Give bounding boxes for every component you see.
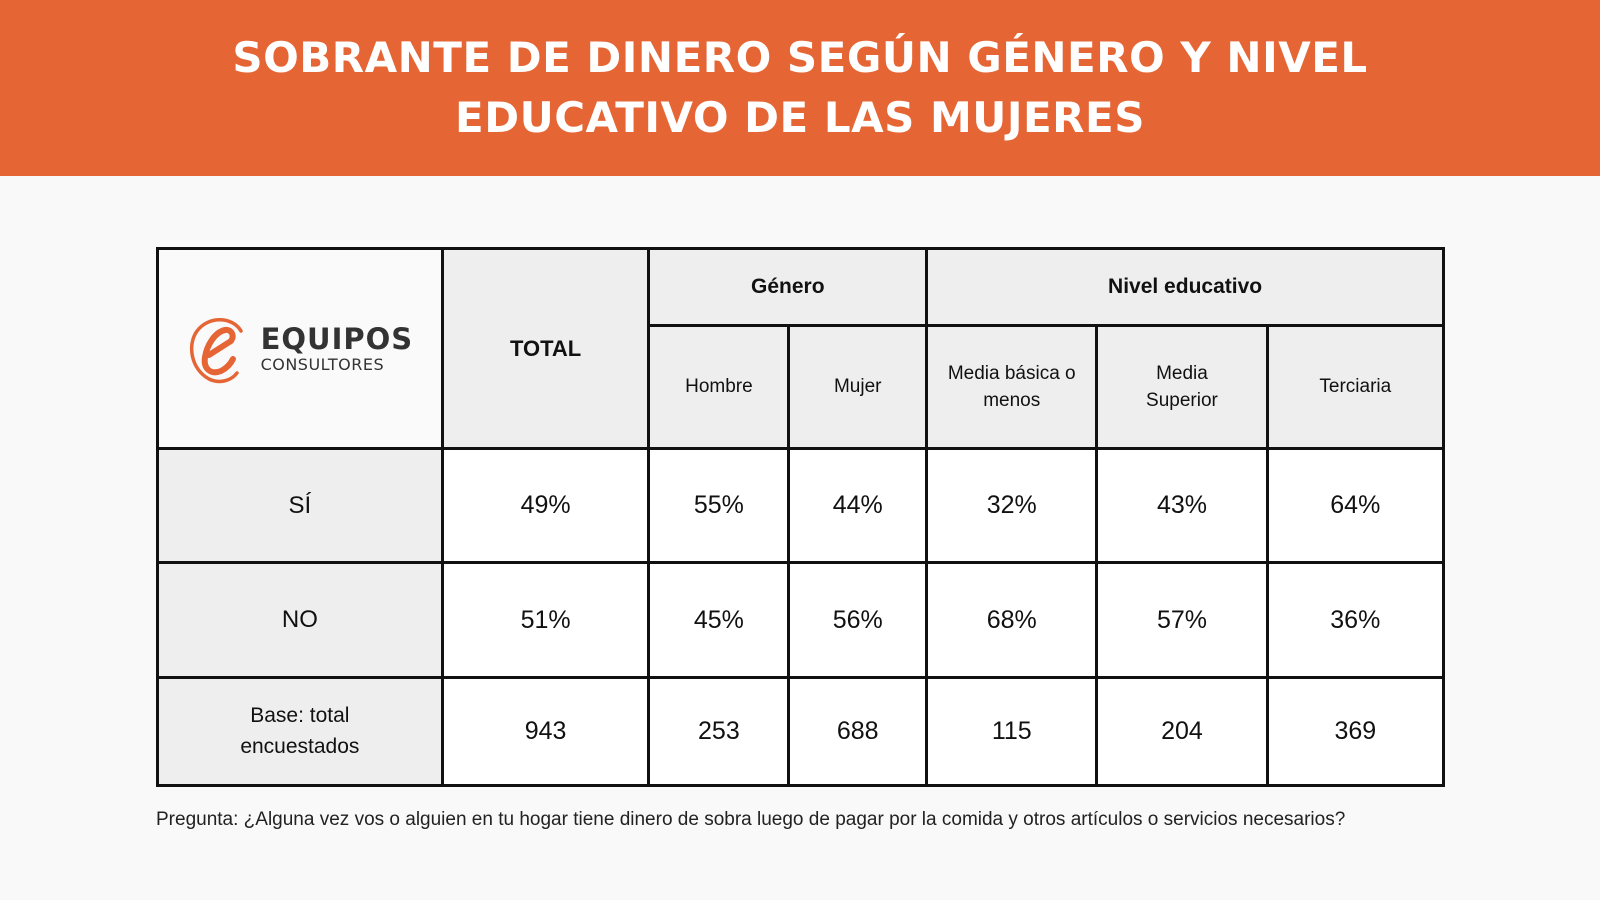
cell-no-media-basica: 68% — [925, 561, 1099, 679]
col-header-media-superior: Media Superior — [1095, 323, 1269, 451]
cell-si-mujer: 44% — [787, 447, 929, 565]
cell-no-media-superior: 57% — [1095, 561, 1269, 679]
cell-no-terciaria: 36% — [1265, 561, 1446, 679]
cell-si-total: 49% — [440, 447, 651, 565]
cell-si-terciaria: 64% — [1265, 447, 1446, 565]
title-banner: SOBRANTE DE DINERO SEGÚN GÉNERO Y NIVEL … — [0, 0, 1600, 176]
cell-base-terciaria: 369 — [1265, 675, 1446, 788]
cell-no-mujer: 56% — [787, 561, 929, 679]
row-label-no: NO — [156, 561, 444, 679]
logo-subtitle: CONSULTORES — [260, 354, 385, 374]
survey-question: Pregunta: ¿Alguna vez vos o alguien en t… — [156, 809, 1346, 830]
logo-cell: EQUIPOS CONSULTORES — [156, 246, 444, 451]
col-header-hombre: Hombre — [647, 323, 791, 451]
row-label-si: SÍ — [156, 447, 444, 565]
company-logo: EQUIPOS CONSULTORES — [159, 313, 441, 385]
cell-no-hombre: 45% — [647, 561, 791, 679]
col-header-media-basica: Media básica o menos — [925, 323, 1099, 451]
page-title: SOBRANTE DE DINERO SEGÚN GÉNERO Y NIVEL … — [232, 33, 1368, 142]
cell-base-mujer: 688 — [787, 675, 929, 788]
group-header-nivel-educativo: Nivel educativo — [925, 247, 1445, 327]
cell-no-total: 51% — [440, 561, 651, 679]
e-logo-icon — [189, 317, 243, 383]
cell-base-total: 943 — [440, 675, 651, 788]
table-row-base: Base: total encuestados 943 253 688 115 … — [156, 675, 1446, 788]
col-header-media-basica-label: Media básica o menos — [947, 362, 1076, 411]
results-table: EQUIPOS CONSULTORES TOTAL Género Nivel e… — [156, 246, 1446, 788]
cell-si-media-superior: 43% — [1095, 447, 1269, 565]
group-header-genero: Género — [647, 247, 929, 327]
total-header: TOTAL — [440, 246, 651, 451]
col-header-terciaria: Terciaria — [1265, 323, 1446, 451]
row-label-base: Base: total encuestados — [156, 675, 444, 788]
table-row-no: NO 51% 45% 56% 68% 57% 36% — [156, 561, 1446, 679]
cell-si-media-basica: 32% — [925, 447, 1099, 565]
cell-si-hombre: 55% — [647, 447, 791, 565]
cell-base-media-superior: 204 — [1095, 675, 1269, 788]
col-header-mujer: Mujer — [787, 323, 929, 451]
table-row-si: SÍ 49% 55% 44% 32% 43% 64% — [156, 447, 1446, 565]
cell-base-media-basica: 115 — [925, 675, 1099, 788]
logo-name: EQUIPOS — [260, 321, 414, 356]
cell-base-hombre: 253 — [647, 675, 791, 788]
row-label-base-text: Base: total encuestados — [240, 704, 360, 759]
col-header-media-superior-label: Media Superior — [1146, 362, 1218, 411]
